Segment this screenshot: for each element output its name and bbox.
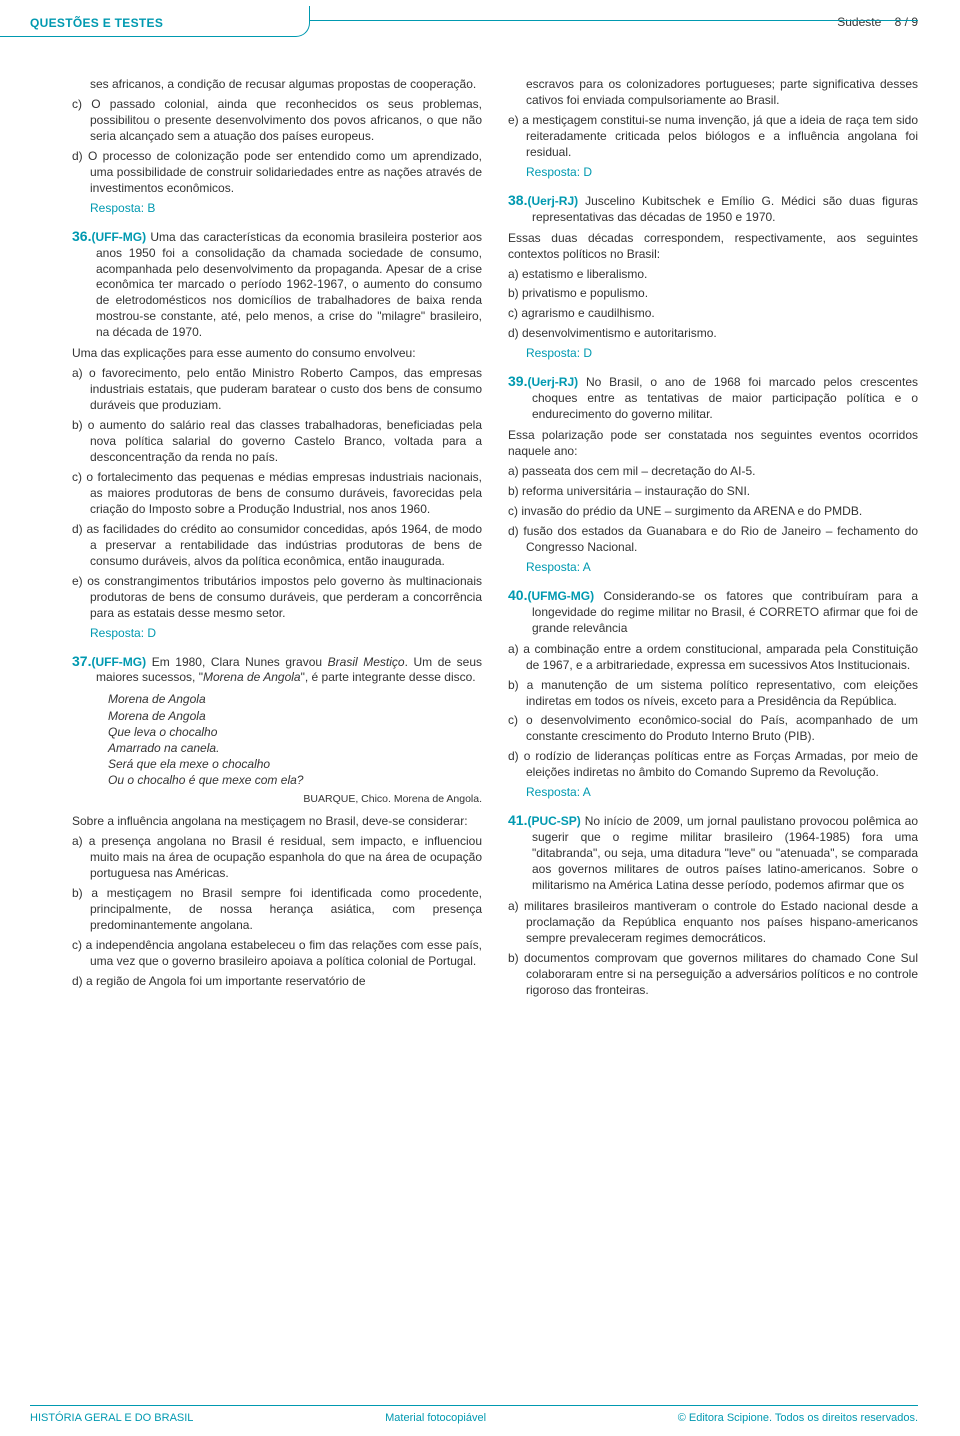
q36-option-b: b) o aumento do salário real das classes… bbox=[72, 418, 482, 466]
q41-body: No início de 2009, um jornal paulistano … bbox=[532, 814, 918, 892]
q37-answer: Resposta: D bbox=[526, 165, 918, 181]
q37-cont: escravos para os colonizadores portugues… bbox=[508, 77, 918, 109]
q39-option-a: a) passeata dos cem mil – decretação do … bbox=[508, 464, 918, 480]
q35-answer: Resposta: B bbox=[90, 201, 482, 217]
q38-option-c: c) agrarismo e caudilhismo. bbox=[508, 306, 918, 322]
q37-option-b: b) a mestiçagem no Brasil sempre foi ide… bbox=[72, 886, 482, 934]
q36-lead: Uma das explicações para esse aumento do… bbox=[72, 346, 482, 362]
q38-body: Juscelino Kubitschek e Emílio G. Médici … bbox=[532, 194, 918, 224]
q39-number: 39. bbox=[508, 373, 527, 389]
q40-option-b: b) a manutenção de um sistema político r… bbox=[508, 678, 918, 710]
q40-source: (UFMG-MG) bbox=[527, 589, 594, 603]
footer-center: Material fotocopiável bbox=[385, 1412, 486, 1424]
q39-lead: Essa polarização pode ser constatada nos… bbox=[508, 428, 918, 460]
page-footer: HISTÓRIA GERAL E DO BRASIL Material foto… bbox=[30, 1405, 918, 1424]
q39-body: No Brasil, o ano de 1968 foi marcado pel… bbox=[532, 375, 918, 421]
q36-answer: Resposta: D bbox=[90, 626, 482, 642]
q37-source: (UFF-MG) bbox=[91, 655, 146, 669]
q37-option-c: c) a independência angolana estabeleceu … bbox=[72, 938, 482, 970]
question-38: 38.(Uerj-RJ) Juscelino Kubitschek e Emíl… bbox=[508, 191, 918, 363]
header-rule bbox=[300, 20, 918, 21]
q41-source: (PUC-SP) bbox=[527, 814, 580, 828]
q39-answer: Resposta: A bbox=[526, 560, 918, 576]
q40-answer: Resposta: A bbox=[526, 785, 918, 801]
poem-line: Amarrado na canela. bbox=[108, 740, 482, 756]
q37-italic1: Brasil Mestiço bbox=[328, 655, 405, 669]
right-column: escravos para os colonizadores portugues… bbox=[508, 77, 918, 1003]
page-number: 8 / 9 bbox=[895, 15, 918, 29]
q37-credit: BUARQUE, Chico. Morena de Angola. bbox=[72, 793, 482, 807]
page-header: QUESTÕES E TESTES Sudeste 8 / 9 bbox=[0, 0, 960, 37]
q41-number: 41. bbox=[508, 812, 527, 828]
q39-option-c: c) invasão do prédio da UNE – surgimento… bbox=[508, 504, 918, 520]
q36-option-d: d) as facilidades do crédito ao consumid… bbox=[72, 522, 482, 570]
region-label: Sudeste bbox=[837, 15, 881, 29]
q40-option-c: c) o desenvolvimento econômico-social do… bbox=[508, 713, 918, 745]
q37-body1: Em 1980, Clara Nunes gravou bbox=[146, 655, 328, 669]
q37-lead: Sobre a influência angolana na mestiçage… bbox=[72, 814, 482, 830]
q37-option-e: e) a mestiçagem constitui-se numa invenç… bbox=[508, 113, 918, 161]
q39-option-b: b) reforma universitária – instauração d… bbox=[508, 484, 918, 500]
poem-line: Será que ela mexe o chocalho bbox=[108, 756, 482, 772]
question-40: 40.(UFMG-MG) Considerando-se os fatores … bbox=[508, 586, 918, 801]
q37-option-a: a) a presença angolana no Brasil é resid… bbox=[72, 834, 482, 882]
q35-option-d: d) O processo de colonização pode ser en… bbox=[72, 149, 482, 197]
q35-cont-intro: ses africanos, a condição de recusar alg… bbox=[72, 77, 482, 93]
q36-option-c: c) o fortalecimento das pequenas e média… bbox=[72, 470, 482, 518]
q36-number: 36. bbox=[72, 228, 91, 244]
page-locator: Sudeste 8 / 9 bbox=[837, 15, 918, 29]
q35-option-c: c) O passado colonial, ainda que reconhe… bbox=[72, 97, 482, 145]
q36-source: (UFF-MG) bbox=[91, 230, 146, 244]
q36-option-a: a) o favorecimento, pelo então Ministro … bbox=[72, 366, 482, 414]
q37-number: 37. bbox=[72, 653, 91, 669]
q40-option-d: d) o rodízio de lideranças políticas ent… bbox=[508, 749, 918, 781]
q39-option-d: d) fusão dos estados da Guanabara e do R… bbox=[508, 524, 918, 556]
q39-source: (Uerj-RJ) bbox=[527, 375, 578, 389]
q37-option-d: d) a região de Angola foi um importante … bbox=[72, 974, 482, 990]
footer-right: © Editora Scipione. Todos os direitos re… bbox=[678, 1412, 918, 1424]
poem-line: Que leva o chocalho bbox=[108, 724, 482, 740]
q38-option-b: b) privatismo e populismo. bbox=[508, 286, 918, 302]
q38-source: (Uerj-RJ) bbox=[527, 194, 578, 208]
q38-number: 38. bbox=[508, 192, 527, 208]
content-columns: ses africanos, a condição de recusar alg… bbox=[0, 37, 960, 1003]
question-41: 41.(PUC-SP) No início de 2009, um jornal… bbox=[508, 811, 918, 998]
q37-poem: Morena de Angola Morena de Angola Que le… bbox=[108, 691, 482, 788]
question-37: 37.(UFF-MG) Em 1980, Clara Nunes gravou … bbox=[72, 652, 482, 991]
q37-body3: ", é parte integrante desse disco. bbox=[301, 670, 476, 684]
question-39: 39.(Uerj-RJ) No Brasil, o ano de 1968 fo… bbox=[508, 372, 918, 575]
q40-number: 40. bbox=[508, 587, 527, 603]
q37-italic2: Morena de Angola bbox=[203, 670, 301, 684]
q36-option-e: e) os constrangimentos tributários impos… bbox=[72, 574, 482, 622]
left-column: ses africanos, a condição de recusar alg… bbox=[72, 77, 482, 1003]
poem-line: Morena de Angola bbox=[108, 691, 482, 707]
q38-lead: Essas duas décadas correspondem, respect… bbox=[508, 231, 918, 263]
q41-option-a: a) militares brasileiros mantiveram o co… bbox=[508, 899, 918, 947]
q38-option-a: a) estatismo e liberalismo. bbox=[508, 267, 918, 283]
q40-option-a: a) a combinação entre a ordem constituci… bbox=[508, 642, 918, 674]
footer-left: HISTÓRIA GERAL E DO BRASIL bbox=[30, 1412, 193, 1424]
poem-line: Ou o chocalho é que mexe com ela? bbox=[108, 772, 482, 788]
q38-option-d: d) desenvolvimentismo e autoritarismo. bbox=[508, 326, 918, 342]
q41-option-b: b) documentos comprovam que governos mil… bbox=[508, 951, 918, 999]
q38-answer: Resposta: D bbox=[526, 346, 918, 362]
header-title: QUESTÕES E TESTES bbox=[0, 6, 310, 37]
question-36: 36.(UFF-MG) Uma das características da e… bbox=[72, 227, 482, 642]
poem-line: Morena de Angola bbox=[108, 708, 482, 724]
q36-body: Uma das características da economia bras… bbox=[96, 230, 482, 340]
